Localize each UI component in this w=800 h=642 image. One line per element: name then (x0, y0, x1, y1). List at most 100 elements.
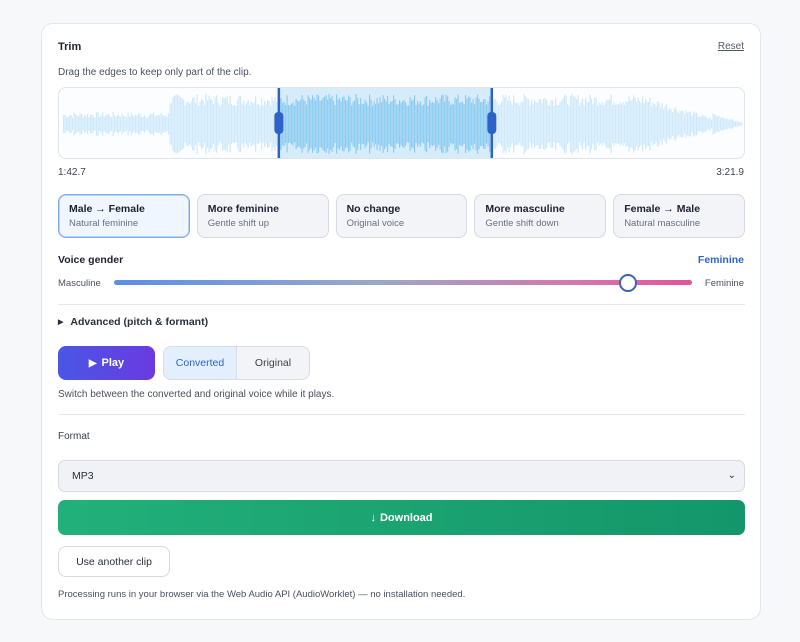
waveform-bar (499, 104, 501, 144)
waveform-bar (415, 104, 417, 144)
waveform-bar (205, 94, 207, 154)
waveform-bar (532, 104, 534, 144)
waveform-bar (657, 101, 659, 147)
waveform-bar (553, 105, 555, 143)
waveform-bar (184, 105, 186, 143)
waveform-bar (555, 98, 557, 150)
waveform-bar (469, 97, 471, 151)
waveform-bar (90, 114, 92, 134)
preset-male-to-female[interactable]: Male → Female Natural feminine (58, 194, 190, 238)
waveform-bar (249, 105, 251, 143)
waveform-bar (573, 95, 575, 153)
waveform-bar (180, 97, 182, 151)
trim-start-time: 1:42.7 (58, 167, 86, 178)
waveform-bar (192, 97, 194, 151)
waveform-bar (474, 104, 476, 144)
waveform-bar (505, 94, 507, 154)
waveform-bar (264, 101, 266, 147)
waveform-bar (424, 97, 426, 151)
waveform-bar (412, 99, 414, 149)
waveform-bar (181, 98, 183, 150)
waveform-bar (79, 113, 81, 135)
voice-gender-slider[interactable] (114, 280, 692, 285)
waveform-bar (460, 101, 462, 147)
play-button[interactable]: ▶ Play (58, 346, 155, 380)
use-another-clip-button[interactable]: Use another clip (58, 546, 170, 577)
format-label: Format (58, 431, 90, 442)
waveform-bar (106, 114, 108, 134)
waveform-bar (306, 104, 308, 144)
waveform-bar (427, 105, 429, 143)
footer-note: Processing runs in your browser via the … (58, 589, 466, 600)
waveform-bar (588, 102, 590, 146)
waveform-bar (294, 105, 296, 143)
trim-handle-right[interactable] (487, 112, 497, 134)
chevron-down-icon: ⌄ (727, 470, 736, 481)
waveform-bar (174, 95, 176, 153)
preset-more-masculine[interactable]: More masculine Gentle shift down (474, 194, 607, 238)
reset-link[interactable]: Reset (717, 41, 744, 52)
waveform-bar (558, 104, 560, 144)
waveform-bar (114, 115, 116, 133)
trim-handle-left[interactable] (274, 112, 284, 134)
waveform-bar (288, 105, 290, 143)
waveform-bar (300, 99, 302, 149)
waveform-bar (688, 111, 690, 137)
waveform-bar (541, 103, 543, 145)
preset-more-feminine[interactable]: More feminine Gentle shift up (196, 194, 329, 238)
waveform-bar (633, 95, 635, 153)
waveform-bar (433, 103, 435, 145)
waveform-bar (127, 112, 129, 136)
waveform-bar (100, 115, 102, 133)
waveform-bar (370, 99, 372, 149)
waveform-bar (648, 101, 650, 147)
voice-gender-slider-thumb[interactable] (619, 274, 638, 292)
waveform-bar (330, 98, 332, 150)
waveform-bar (387, 96, 389, 152)
waveform-bar (402, 101, 404, 147)
waveform-bar (522, 101, 524, 147)
waveform-bar (213, 104, 215, 144)
waveform-bar (604, 102, 606, 146)
waveform-bar (523, 94, 525, 154)
toggle-converted[interactable]: Converted (164, 347, 237, 379)
waveform-bar (672, 112, 674, 136)
waveform-bar (159, 115, 161, 133)
preset-title: More masculine (485, 203, 565, 215)
waveform-bar (642, 96, 644, 152)
waveform-bar (337, 99, 339, 149)
waveform-bar (348, 95, 350, 153)
waveform-bar (624, 104, 626, 144)
waveform-bar (451, 103, 453, 145)
waveform-bar (120, 117, 122, 131)
preset-female-to-male[interactable]: Female → Male Natural masculine (613, 194, 745, 238)
divider (58, 304, 745, 305)
waveform-bar (700, 116, 702, 132)
waveform-trimmer[interactable] (58, 87, 745, 159)
waveform-bar (258, 104, 260, 144)
waveform-bar (93, 116, 95, 132)
waveform-bar (340, 101, 342, 147)
waveform-bar (154, 116, 156, 132)
format-select[interactable]: MP3 ⌄ (58, 460, 745, 492)
waveform-bar (393, 95, 395, 153)
preset-no-change[interactable]: No change Original voice (335, 194, 468, 238)
waveform-bar (426, 95, 428, 153)
advanced-toggle[interactable]: ▶ Advanced (pitch & formant) (58, 316, 208, 328)
waveform-bar (705, 116, 707, 132)
waveform-bar (228, 103, 230, 145)
toggle-original[interactable]: Original (254, 357, 292, 369)
download-button[interactable]: ↓ Download (58, 500, 745, 535)
waveform-bar (175, 94, 177, 154)
waveform-bar (372, 105, 374, 143)
waveform-bar (240, 95, 242, 153)
waveform-bar (465, 94, 467, 154)
waveform-bar (615, 105, 617, 143)
waveform-bar (147, 117, 149, 131)
waveform-bar (255, 96, 257, 152)
source-toggle: Converted Original (163, 346, 310, 380)
waveform-bar (165, 116, 167, 132)
waveform-bar (391, 100, 393, 148)
waveform-bar (105, 115, 107, 133)
waveform-bar (342, 96, 344, 152)
